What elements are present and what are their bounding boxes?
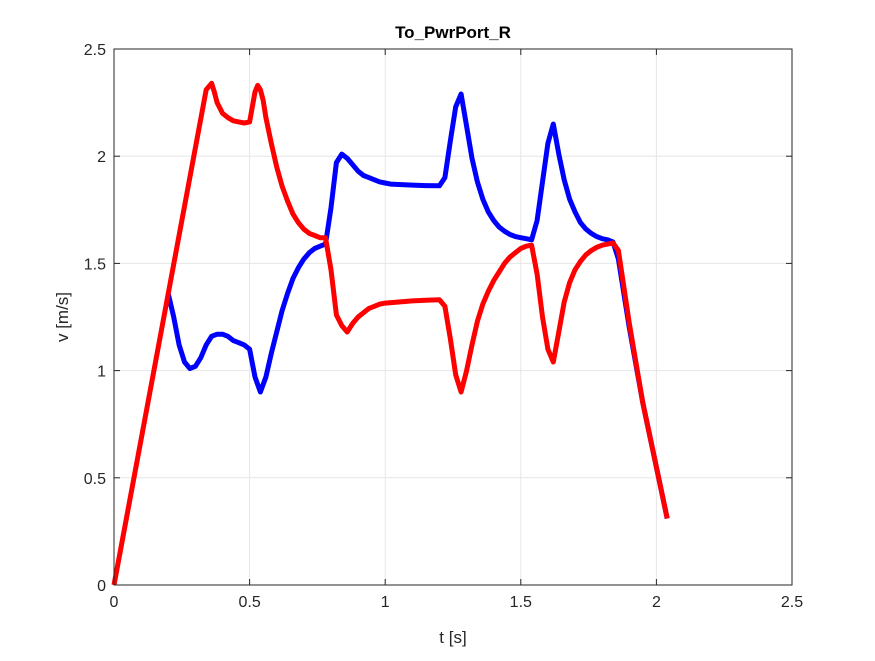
x-tick-label: 0	[110, 594, 119, 611]
x-tick-label: 1	[381, 594, 390, 611]
x-axis-label: t [s]	[439, 628, 466, 647]
y-tick-label: 2	[97, 149, 106, 166]
x-tick-label: 2.5	[781, 594, 803, 611]
axes	[113, 48, 793, 586]
x-axis-ticks: 0 0.5 1 1.5 2 2.5	[110, 49, 803, 611]
x-tick-label: 0.5	[238, 594, 260, 611]
y-tick-label: 0.5	[84, 471, 106, 488]
y-tick-label: 0	[97, 578, 106, 595]
axes-box	[113, 48, 793, 586]
series-line-2	[111, 80, 670, 586]
y-axis-ticks: 0 0.5 1 1.5 2 2.5	[84, 42, 792, 595]
chart-title: To_PwrPort_R	[395, 23, 511, 42]
y-tick-label: 1.5	[84, 256, 106, 273]
series-line-1	[165, 91, 670, 520]
series-layer	[111, 80, 670, 586]
x-tick-label: 2	[652, 594, 661, 611]
x-tick-label: 1.5	[510, 594, 532, 611]
y-tick-label: 1	[97, 364, 106, 381]
y-tick-label: 2.5	[84, 42, 106, 59]
y-axis-label: v [m/s]	[53, 292, 72, 342]
